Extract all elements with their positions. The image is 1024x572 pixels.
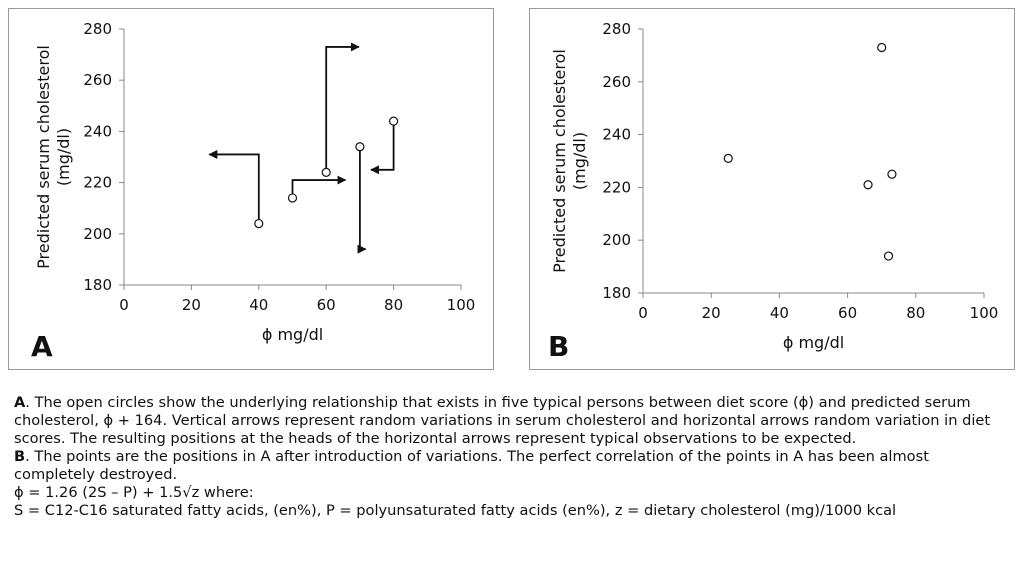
panel-label-b: B bbox=[548, 330, 570, 363]
chart-a-variation-arrow-4 bbox=[357, 146, 367, 254]
chart-b-y-tick-label: 260 bbox=[602, 73, 631, 91]
caption-b-text: . The points are the positions in A afte… bbox=[14, 448, 929, 483]
chart-b-data-point-5 bbox=[887, 169, 897, 179]
chart-a-variation-arrow-3 bbox=[325, 42, 360, 173]
chart-a-x-tick-label: 20 bbox=[182, 296, 201, 314]
chart-a-data-point-1 bbox=[254, 218, 264, 229]
chart-a-data-point-2 bbox=[287, 193, 298, 203]
chart-b-y-axis-label-line2: (mg/dl) bbox=[570, 132, 589, 190]
chart-b-x-tick-label: 40 bbox=[770, 304, 789, 322]
chart-a-data-point-5 bbox=[389, 116, 399, 126]
caption-formula: ϕ = 1.26 (2S – P) + 1.5√z where: bbox=[14, 484, 254, 501]
chart-a-data-point-4 bbox=[355, 142, 365, 152]
chart-b-x-axis-label: ϕ mg/dl bbox=[783, 333, 844, 352]
chart-panel-a: 0 20 40 60 80 100 180 200 220 240 260 280 ϕ mg/dl Pre… bbox=[8, 8, 494, 370]
chart-b-y-tick-label: 240 bbox=[602, 126, 631, 144]
caption-a: A. The open circles show the underlying … bbox=[14, 394, 1014, 448]
chart-b-y-axis-label-line1: Predicted serum cholesterol bbox=[550, 49, 569, 273]
chart-b-plot: 0 20 40 60 80 100 180 200 220 240 260 280 ϕ mg/dl Pre… bbox=[550, 20, 999, 352]
chart-a-variation-arrow-5 bbox=[370, 121, 395, 175]
chart-a-x-axis-label: ϕ mg/dl bbox=[262, 325, 323, 344]
chart-a-y-axis-label-line1: Predicted serum cholesterol bbox=[34, 45, 53, 269]
chart-a-y-tick-label: 240 bbox=[83, 122, 112, 140]
chart-a-x-tick-label: 0 bbox=[119, 296, 129, 314]
caption-b: B. The points are the positions in A aft… bbox=[14, 448, 1014, 484]
chart-a-data-point-3 bbox=[321, 167, 331, 177]
chart-b-data-point-3 bbox=[877, 42, 887, 53]
caption-a-label: A bbox=[14, 394, 26, 411]
chart-b-x-tick-label: 20 bbox=[702, 304, 721, 322]
chart-a-plot: 0 20 40 60 80 100 180 200 220 240 260 280 ϕ mg/dl Pre… bbox=[34, 20, 476, 344]
chart-a-x-tick-label: 40 bbox=[249, 296, 268, 314]
chart-a-x-tick-label: 80 bbox=[384, 296, 403, 314]
chart-panel-b: 0 20 40 60 80 100 180 200 220 240 260 280 ϕ mg/dl Pre… bbox=[529, 8, 1015, 370]
chart-b-y-tick-label: 280 bbox=[602, 20, 631, 38]
caption-definitions: S = C12-C16 saturated fatty acids, (en%)… bbox=[14, 502, 897, 519]
chart-b-y-tick-label: 220 bbox=[602, 178, 631, 196]
chart-a-x-tick-label: 100 bbox=[447, 296, 476, 314]
chart-b-x-tick-label: 100 bbox=[970, 304, 999, 322]
caption-b-label: B bbox=[14, 448, 26, 465]
figure-caption: A. The open circles show the underlying … bbox=[14, 394, 1014, 520]
chart-a-y-tick-label: 180 bbox=[83, 276, 112, 294]
chart-b-x-tick-label: 80 bbox=[906, 304, 925, 322]
chart-a-variation-arrow-2 bbox=[291, 175, 347, 198]
chart-b-data-point-2 bbox=[863, 180, 873, 190]
chart-b-data-point-1 bbox=[723, 153, 733, 163]
chart-a-variation-arrow-1 bbox=[208, 149, 260, 224]
chart-a-y-tick-label: 200 bbox=[83, 225, 112, 243]
chart-a-y-tick-label: 260 bbox=[83, 71, 112, 89]
chart-b-x-tick-label: 0 bbox=[638, 304, 648, 322]
chart-b-data-point-4 bbox=[883, 251, 894, 261]
chart-a-y-tick-label: 280 bbox=[83, 20, 112, 38]
chart-a-x-tick-label: 60 bbox=[317, 296, 336, 314]
chart-b-y-tick-label: 180 bbox=[602, 284, 631, 302]
chart-b-y-tick-label: 200 bbox=[602, 231, 631, 249]
caption-a-text: . The open circles show the underlying r… bbox=[14, 394, 991, 447]
chart-a-y-tick-label: 220 bbox=[83, 174, 112, 192]
panel-label-a: A bbox=[31, 330, 53, 363]
chart-b-x-tick-label: 60 bbox=[838, 304, 857, 322]
chart-a-y-axis-label-line2: (mg/dl) bbox=[54, 128, 73, 186]
